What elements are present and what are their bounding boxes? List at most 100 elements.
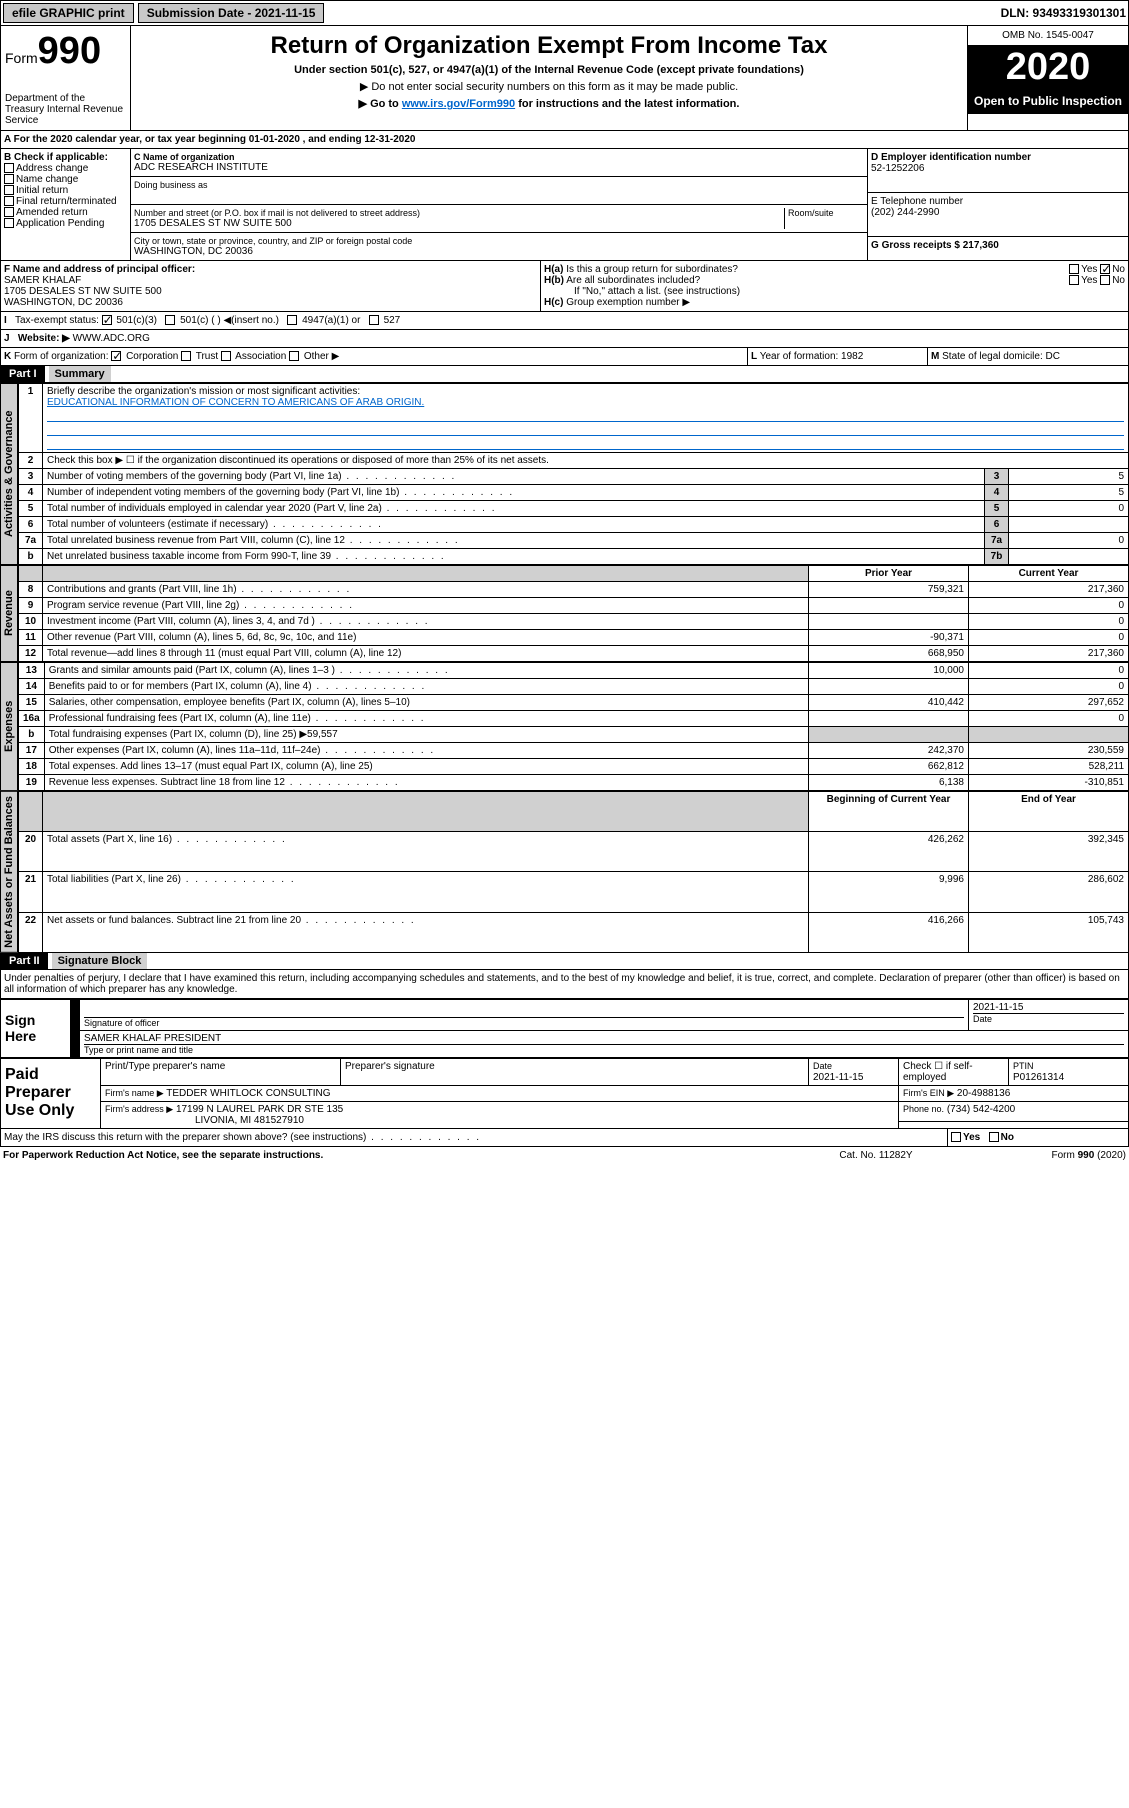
name-title-cell: SAMER KHALAF PRESIDENT Type or print nam… — [80, 1030, 1129, 1057]
ln8: 8 — [19, 582, 43, 598]
form-subtitle: Under section 501(c), 527, or 4947(a)(1)… — [137, 64, 961, 76]
ha-yes-checkbox[interactable] — [1069, 264, 1079, 274]
p15: 410,442 — [809, 695, 969, 711]
form-label: Form — [5, 50, 38, 66]
na-table: Beginning of Current YearEnd of Year 20T… — [18, 791, 1129, 953]
c11: 0 — [969, 630, 1129, 646]
gray16b-c — [969, 727, 1129, 743]
final-return-checkbox[interactable] — [4, 196, 14, 206]
initial-return-checkbox[interactable] — [4, 185, 14, 195]
p21: 9,996 — [809, 872, 969, 912]
perjury-text: Under penalties of perjury, I declare th… — [0, 970, 1129, 999]
initial-return-label: Initial return — [16, 185, 68, 196]
discuss-yes-checkbox[interactable] — [951, 1132, 961, 1142]
ein-phone-col: D Employer identification number 52-1252… — [868, 149, 1128, 260]
l21-label: Total liabilities (Part X, line 26) — [47, 874, 181, 885]
name-change-checkbox[interactable] — [4, 174, 14, 184]
discuss-row: May the IRS discuss this return with the… — [0, 1129, 1129, 1147]
c9: 0 — [969, 598, 1129, 614]
tax-year-box: 2020 — [968, 46, 1128, 88]
l21-text: Total liabilities (Part X, line 26) — [43, 872, 809, 912]
l15-label: Salaries, other compensation, employee b… — [44, 695, 808, 711]
line-a-val: For the 2020 calendar year, or tax year … — [14, 134, 416, 145]
app-pending-checkbox[interactable] — [4, 218, 14, 228]
l10-text: Investment income (Part VIII, column (A)… — [43, 614, 809, 630]
trust-checkbox[interactable] — [181, 351, 191, 361]
discuss-no-checkbox[interactable] — [989, 1132, 999, 1142]
trust-label: Trust — [196, 351, 218, 362]
hb-yes: Yes — [1081, 275, 1097, 286]
line-a: A For the 2020 calendar year, or tax yea… — [0, 131, 1129, 149]
instr-post: for instructions and the latest informat… — [515, 98, 739, 110]
firm-phone-val: (734) 542-4200 — [947, 1104, 1015, 1115]
box5: 5 — [985, 501, 1009, 517]
corp-checkbox[interactable] — [111, 351, 121, 361]
sign-here-table: Sign Here Signature of officer 2021-11-1… — [0, 999, 1129, 1058]
line-i: I Tax-exempt status: 501(c)(3) 501(c) ( … — [0, 312, 1129, 330]
type-label: Type or print name and title — [84, 1045, 1124, 1055]
org-details: C Name of organization ADC RESEARCH INST… — [131, 149, 868, 260]
l4-label: Number of independent voting members of … — [47, 487, 399, 498]
ln11: 11 — [19, 630, 43, 646]
other-checkbox[interactable] — [289, 351, 299, 361]
form-number-block: Form990 Department of the Treasury Inter… — [1, 26, 131, 130]
ptin-label: PTIN — [1013, 1061, 1034, 1071]
corp-label: Corporation — [126, 351, 178, 362]
4947-checkbox[interactable] — [287, 315, 297, 325]
c12: 217,360 — [969, 646, 1129, 662]
hb-no-checkbox[interactable] — [1100, 275, 1110, 285]
527-checkbox[interactable] — [369, 315, 379, 325]
revenue-section: Revenue Prior YearCurrent Year 8Contribu… — [0, 565, 1129, 662]
hb-yes-checkbox[interactable] — [1069, 275, 1079, 285]
l22-label: Net assets or fund balances. Subtract li… — [47, 915, 301, 926]
ln20: 20 — [19, 832, 43, 872]
room-label: Room/suite — [784, 208, 864, 229]
ln15: 15 — [19, 695, 45, 711]
c18: 528,211 — [969, 759, 1129, 775]
website-label: Website: ▶ — [18, 333, 70, 344]
expenses-section: Expenses 13Grants and similar amounts pa… — [0, 662, 1129, 791]
discuss-yes: Yes — [963, 1132, 980, 1143]
c16a: 0 — [969, 711, 1129, 727]
form990-link[interactable]: www.irs.gov/Form990 — [402, 98, 515, 110]
f-h-block: F Name and address of principal officer:… — [0, 261, 1129, 312]
phone-val: (202) 244-2990 — [871, 207, 1125, 218]
addr-change-checkbox[interactable] — [4, 163, 14, 173]
501c-checkbox[interactable] — [165, 315, 175, 325]
l13-label: Grants and similar amounts paid (Part IX… — [49, 665, 335, 676]
p19: 6,138 — [809, 775, 969, 791]
sig-officer-label: Signature of officer — [84, 1018, 964, 1028]
prep-date-label: Date — [813, 1061, 832, 1071]
l16b-label: Total fundraising expenses (Part IX, col… — [44, 727, 808, 743]
topbar: efile GRAPHIC print Submission Date - 20… — [0, 0, 1129, 26]
org-name: ADC RESEARCH INSTITUTE — [134, 162, 864, 173]
l20-text: Total assets (Part X, line 16) — [43, 832, 809, 872]
na-spacer2 — [43, 792, 809, 832]
c13: 0 — [969, 663, 1129, 679]
amended-checkbox[interactable] — [4, 207, 14, 217]
blueline1 — [47, 408, 1124, 422]
efile-print-button[interactable]: efile GRAPHIC print — [3, 3, 134, 23]
firm-addr1: 17199 N LAUREL PARK DR STE 135 — [176, 1104, 343, 1115]
sig-date-cell: 2021-11-15 Date — [969, 999, 1129, 1030]
sig-date-val: 2021-11-15 — [973, 1002, 1124, 1014]
c22: 105,743 — [969, 912, 1129, 952]
form-year-val: 2020 — [1100, 1150, 1122, 1161]
assoc-checkbox[interactable] — [221, 351, 231, 361]
submission-date-button[interactable]: Submission Date - 2021-11-15 — [138, 3, 325, 23]
l7b-text: Net unrelated business taxable income fr… — [43, 549, 985, 565]
form-no-footer: Form 990 (2020) — [976, 1150, 1126, 1161]
tax-year: 2020 — [970, 48, 1126, 86]
rev-spacer — [19, 566, 43, 582]
na-sidebar: Net Assets or Fund Balances — [0, 791, 18, 953]
501c3-checkbox[interactable] — [102, 315, 112, 325]
4947-label: 4947(a)(1) or — [302, 315, 360, 326]
ln2: 2 — [19, 453, 43, 469]
p18: 662,812 — [809, 759, 969, 775]
check-se: Check ☐ if self-employed — [899, 1058, 1009, 1085]
ha-no-checkbox[interactable] — [1100, 264, 1110, 274]
year-formed: Year of formation: 1982 — [760, 351, 864, 362]
exp-table: 13Grants and similar amounts paid (Part … — [18, 662, 1129, 791]
name-title-val: SAMER KHALAF PRESIDENT — [84, 1033, 1124, 1045]
501c3-label: 501(c)(3) — [116, 315, 157, 326]
